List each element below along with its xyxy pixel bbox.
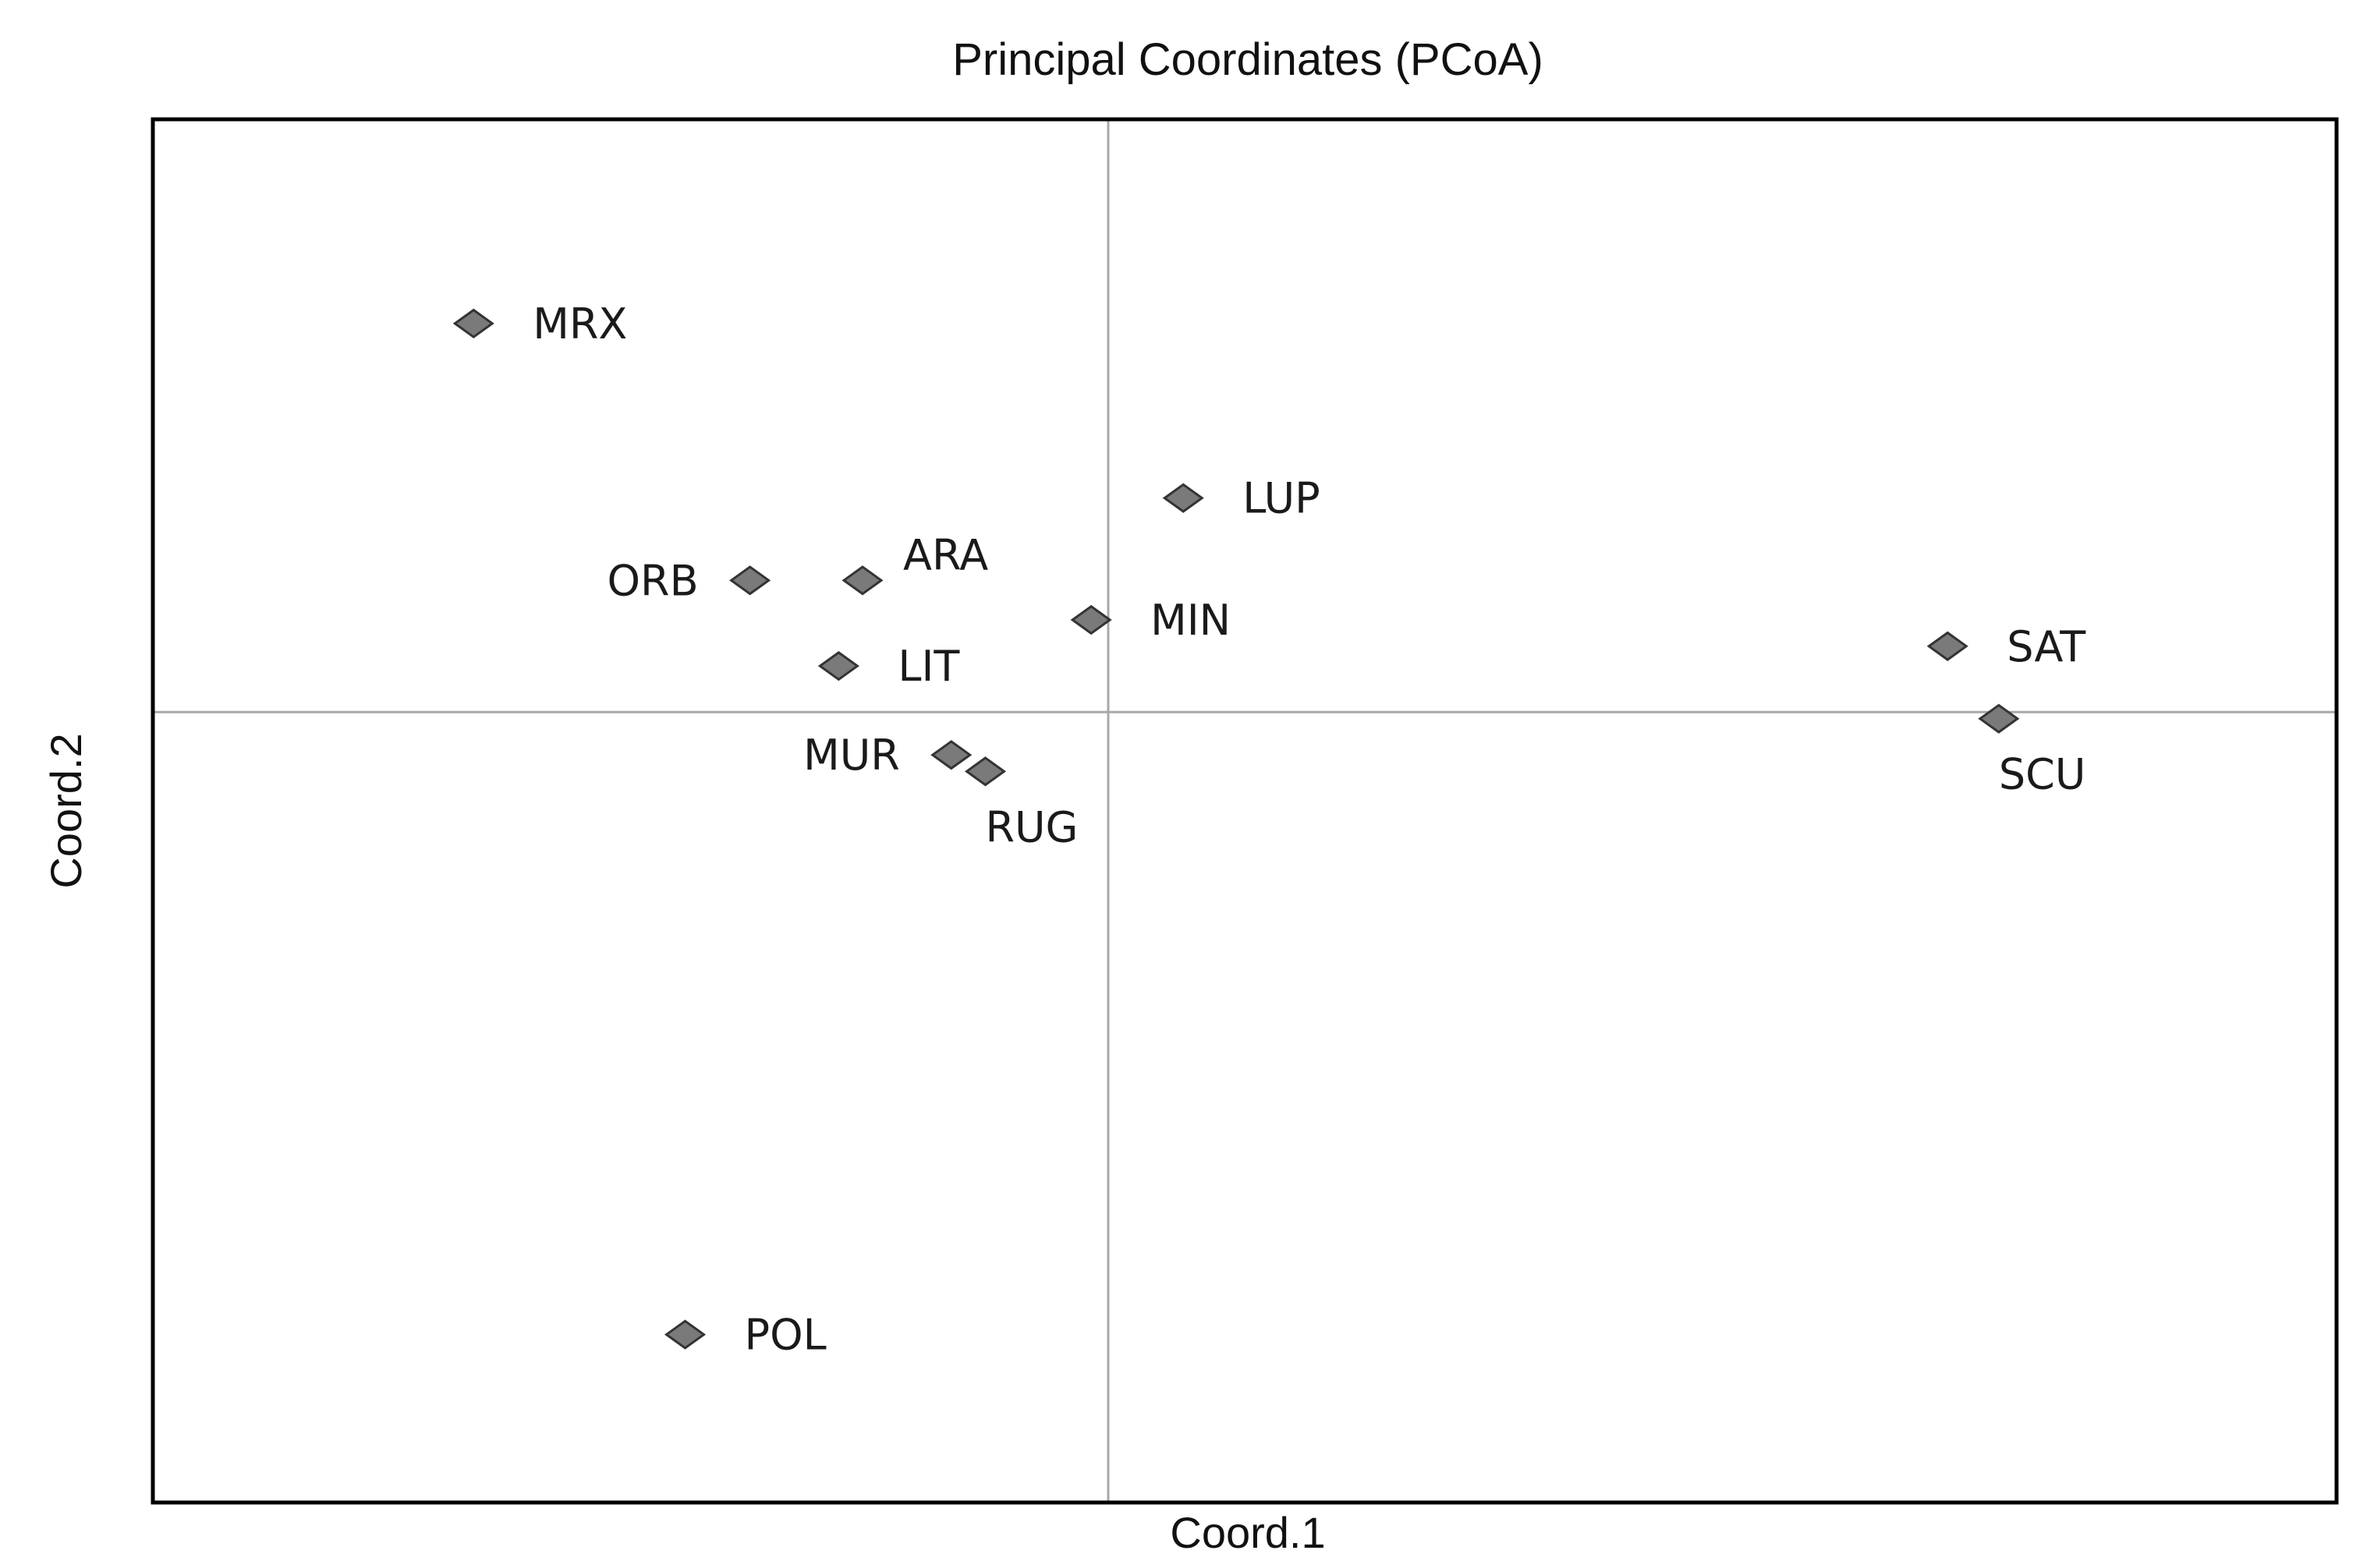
- point-marker-min: [1070, 604, 1112, 635]
- point-marker-lup: [1162, 483, 1204, 513]
- point-label-pol: POL: [745, 1311, 827, 1360]
- point-label-mrx: MRX: [533, 299, 627, 349]
- point-label-min: MIN: [1150, 596, 1231, 645]
- point-marker-pol: [664, 1319, 707, 1350]
- point-label-lup: LUP: [1242, 474, 1320, 523]
- plot-frame: [151, 117, 2339, 1505]
- point-marker-sat: [1926, 631, 1968, 661]
- point-label-orb: ORB: [608, 556, 699, 605]
- point-label-sat: SAT: [2007, 622, 2086, 671]
- y-axis-label: Coord.2: [41, 733, 90, 888]
- point-marker-ara: [842, 565, 884, 596]
- point-marker-mrx: [452, 308, 494, 339]
- point-marker-scu: [1978, 703, 2020, 734]
- point-label-rug: RUG: [986, 802, 1079, 851]
- point-label-mur: MUR: [803, 731, 900, 780]
- scatter-points: MRX LUP ORB ARA MIN LIT SAT SCU MUR RUG POL: [452, 299, 2086, 1360]
- point-marker-lit: [817, 651, 859, 681]
- point-label-ara: ARA: [903, 530, 988, 579]
- point-marker-rug: [964, 756, 1007, 787]
- point-label-scu: SCU: [1999, 750, 2086, 799]
- chart-title: Principal Coordinates (PCoA): [952, 34, 1543, 85]
- plot-area: MRX LUP ORB ARA MIN LIT SAT SCU MUR RUG POL: [151, 117, 2339, 1505]
- point-label-lit: LIT: [898, 642, 960, 691]
- point-marker-orb: [729, 565, 771, 596]
- point-marker-mur: [930, 740, 973, 770]
- x-axis-label: Coord.1: [1170, 1508, 1325, 1557]
